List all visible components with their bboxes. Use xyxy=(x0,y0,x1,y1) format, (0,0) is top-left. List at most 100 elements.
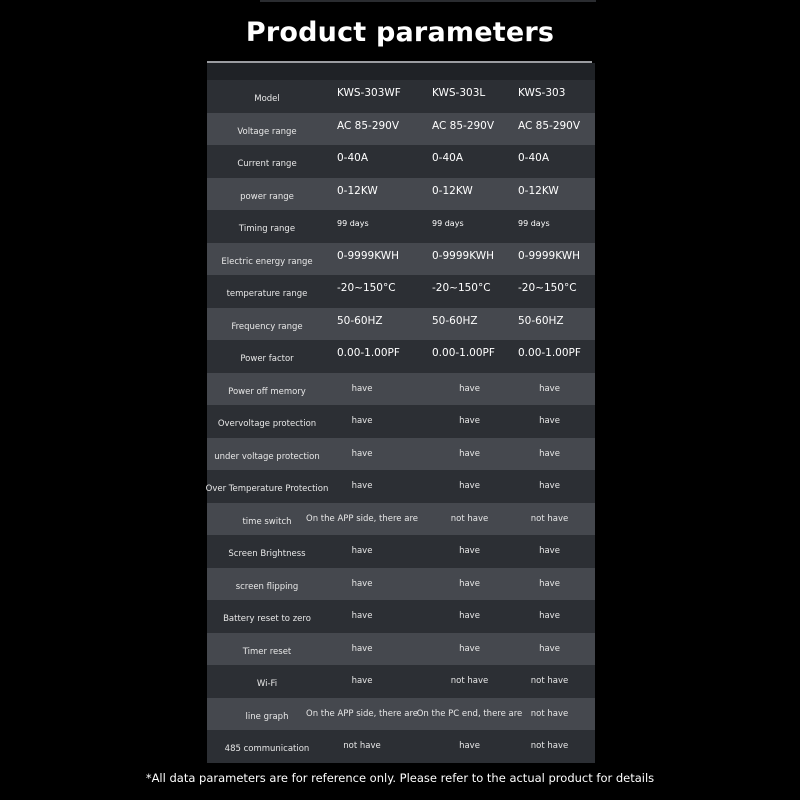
row-value: 0-40A xyxy=(432,152,464,165)
row-value: have xyxy=(459,416,480,427)
row-label: Battery reset to zero xyxy=(223,614,311,625)
table-row: temperature range -20~150°C -20~150°C -20~1… xyxy=(207,275,595,308)
row-value: have xyxy=(351,546,373,557)
table-row: Wi-Fi have not have not have xyxy=(207,665,595,698)
row-value: have xyxy=(351,383,373,394)
row-value: not have xyxy=(450,513,489,524)
row-value: not have xyxy=(450,676,489,687)
row-value: 0-40A xyxy=(337,152,369,165)
row-value: have xyxy=(539,481,560,492)
row-value: 0.00-1.00PF xyxy=(337,347,400,360)
row-value: have xyxy=(539,416,560,427)
row-label: Overvoltage protection xyxy=(217,419,317,430)
row-value: KWS-303 xyxy=(518,87,566,100)
row-value: 0-9999KWH xyxy=(518,249,580,262)
row-label: line graph xyxy=(245,711,289,722)
row-value: 50-60HZ xyxy=(518,314,564,327)
row-value: -20~150°C xyxy=(337,282,396,295)
row-value: 0-12KW xyxy=(432,184,473,197)
row-value: -20~150°C xyxy=(432,282,491,295)
table-row: 485 communication not have have not have xyxy=(207,730,595,763)
row-label: Power off memory xyxy=(228,386,306,397)
row-value: On the APP side, there are xyxy=(306,708,418,719)
row-label: under voltage protection xyxy=(214,451,320,462)
row-value: have xyxy=(351,643,373,654)
footnote: *All data parameters are for reference o… xyxy=(145,771,655,785)
table-row: line graph On the APP side, there are On t… xyxy=(207,697,595,730)
row-value: KWS-303L xyxy=(432,87,486,100)
row-value: have xyxy=(459,611,480,622)
row-label: Timer reset xyxy=(242,646,292,657)
row-value: not have xyxy=(530,741,569,752)
row-value: 50-60HZ xyxy=(432,314,478,327)
row-label: Timing range xyxy=(238,224,296,235)
row-label: Wi-Fi xyxy=(256,679,278,690)
table-row: screen flipping have have have xyxy=(207,567,595,600)
row-label: Electric energy range xyxy=(221,256,313,267)
row-value: 0-9999KWH xyxy=(432,249,494,262)
table-row: under voltage protection have have have xyxy=(207,437,595,470)
table-row: time switch On the APP side, there are not… xyxy=(207,502,595,535)
table-row: Current range 0-40A 0-40A 0-40A xyxy=(207,145,595,178)
row-value: have xyxy=(351,676,373,687)
row-value: AC 85-290V xyxy=(432,119,495,132)
page-title: Product parameters xyxy=(245,17,555,48)
top-divider xyxy=(260,0,596,2)
row-label: Voltage range xyxy=(237,126,297,137)
row-value: not have xyxy=(530,708,569,719)
row-value: have xyxy=(351,448,373,459)
row-value: AC 85-290V xyxy=(337,119,400,132)
row-value: not have xyxy=(343,741,381,752)
row-value: have xyxy=(459,481,480,492)
title-rule xyxy=(207,61,592,63)
row-label: temperature range xyxy=(226,289,308,300)
row-value: 50-60HZ xyxy=(337,314,383,327)
row-label: screen flipping xyxy=(235,581,299,592)
table-row: Over Temperature Protection have have have xyxy=(205,470,595,503)
row-value: 99 days xyxy=(337,218,369,228)
row-label: Power factor xyxy=(240,354,294,365)
row-value: On the APP side, there are xyxy=(306,513,418,524)
row-label: Screen Brightness xyxy=(228,549,306,560)
row-value: AC 85-290V xyxy=(518,119,581,132)
row-value: 0-40A xyxy=(518,152,550,165)
row-label: 485 communication xyxy=(224,744,310,755)
table-row: power range 0-12KW 0-12KW 0-12KW xyxy=(207,177,595,210)
table-row: Timer reset have have have xyxy=(207,632,595,665)
row-value: On the PC end, there are xyxy=(416,708,523,719)
row-value: 99 days xyxy=(518,218,550,228)
table-row: Screen Brightness have have have xyxy=(207,535,595,568)
row-label: Model xyxy=(254,94,280,105)
table-row: Electric energy range 0-9999KWH 0-9999KWH 0… xyxy=(207,242,595,275)
table-row: Power off memory have have have xyxy=(207,372,595,405)
row-value: have xyxy=(351,578,373,589)
row-value: have xyxy=(539,383,560,394)
row-value: 99 days xyxy=(432,218,464,228)
table-row: Voltage range AC 85-290V AC 85-290V AC 85-2… xyxy=(207,112,595,145)
row-value: have xyxy=(459,448,480,459)
table-row: Power factor 0.00-1.00PF 0.00-1.00PF 0.00-1… xyxy=(207,340,595,373)
row-label: Over Temperature Protection xyxy=(205,484,329,495)
row-value: have xyxy=(539,643,560,654)
row-value: have xyxy=(539,578,560,589)
row-label: Frequency range xyxy=(231,321,303,332)
table-row: Timing range 99 days 99 days 99 days xyxy=(207,210,595,243)
parameters-table: Model KWS-303WF KWS-303L KWS-303 Voltage ran… xyxy=(205,80,595,763)
row-label: time switch xyxy=(242,516,292,527)
row-value: have xyxy=(351,481,373,492)
row-value: have xyxy=(539,611,560,622)
row-value: KWS-303WF xyxy=(337,87,401,100)
row-label: Current range xyxy=(237,159,297,170)
row-label: power range xyxy=(240,191,294,202)
table-row: Frequency range 50-60HZ 50-60HZ 50-60HZ xyxy=(207,307,595,340)
row-value: not have xyxy=(530,513,569,524)
row-value: have xyxy=(459,546,480,557)
row-value: have xyxy=(539,448,560,459)
row-value: 0.00-1.00PF xyxy=(518,347,581,360)
row-value: 0-12KW xyxy=(518,184,559,197)
row-value: -20~150°C xyxy=(518,282,577,295)
table-row: Model KWS-303WF KWS-303L KWS-303 xyxy=(207,80,595,113)
table-row: Overvoltage protection have have have xyxy=(207,405,595,438)
row-value: have xyxy=(351,416,373,427)
row-value: have xyxy=(351,611,373,622)
